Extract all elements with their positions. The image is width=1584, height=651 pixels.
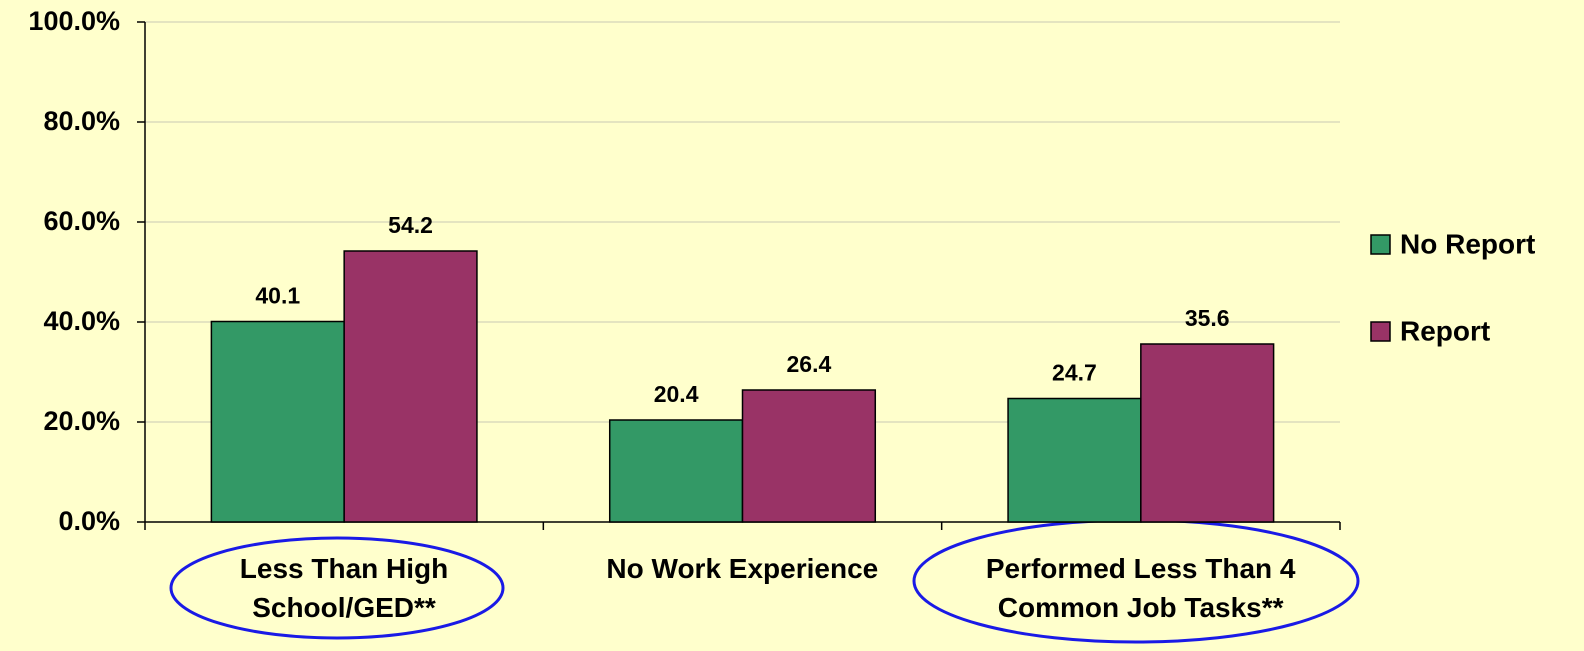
legend-label: Report [1400, 315, 1490, 346]
data-label: 54.2 [388, 212, 433, 238]
bar [741, 389, 877, 523]
legend-swatch [1370, 321, 1391, 342]
highlight-ellipse [169, 536, 505, 640]
x-tick-label: Performed Less Than 4 Common Job Tasks** [985, 553, 1296, 623]
x-tick-label: No Work Experience [606, 553, 879, 584]
bar [210, 320, 345, 523]
legend-swatch [1370, 234, 1391, 255]
bar [608, 419, 744, 523]
data-label: 24.7 [1052, 360, 1097, 386]
y-tick-label: 80.0% [43, 106, 120, 136]
y-tick-label: 0.0% [58, 506, 120, 536]
y-tick-label: 20.0% [43, 406, 120, 436]
data-label: 26.4 [787, 351, 832, 377]
x-tick-label: Less Than High School/GED** [239, 553, 449, 623]
bar [1007, 397, 1142, 523]
bar [1140, 343, 1275, 523]
y-tick-label: 100.0% [28, 6, 120, 36]
y-tick-label: 60.0% [43, 206, 120, 236]
data-label: 20.4 [654, 381, 699, 407]
legend-label: No Report [1400, 228, 1535, 259]
data-label: 40.1 [255, 283, 300, 309]
y-tick-label: 40.0% [43, 306, 120, 336]
data-label: 35.6 [1185, 305, 1230, 331]
bar [343, 250, 478, 523]
